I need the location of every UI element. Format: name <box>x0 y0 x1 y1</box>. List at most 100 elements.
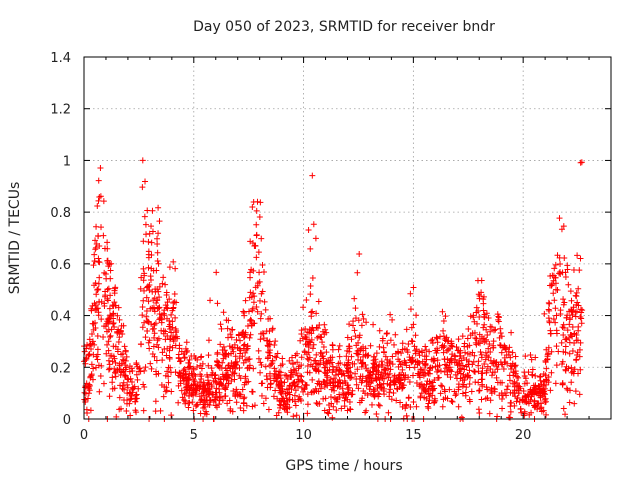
data-point <box>333 398 340 405</box>
data-point <box>85 395 92 402</box>
data-point <box>497 379 504 386</box>
data-point <box>265 354 272 361</box>
data-point <box>314 325 321 332</box>
data-point <box>426 365 433 372</box>
data-point <box>177 380 184 387</box>
data-point <box>353 375 360 382</box>
data-point <box>95 362 102 369</box>
data-point <box>408 324 415 331</box>
data-point <box>104 295 111 302</box>
data-point <box>493 374 500 381</box>
data-point <box>147 360 154 367</box>
data-point <box>242 349 249 356</box>
data-point <box>139 157 146 164</box>
data-point <box>331 375 338 382</box>
data-point <box>466 381 473 388</box>
data-point <box>503 392 510 399</box>
data-point <box>309 172 316 179</box>
data-point <box>498 361 505 368</box>
data-point <box>379 384 386 391</box>
data-point <box>182 384 189 391</box>
data-point <box>237 405 244 412</box>
data-point <box>283 395 290 402</box>
data-point <box>341 403 348 410</box>
data-point <box>532 382 539 389</box>
data-point <box>315 368 322 375</box>
data-point <box>397 399 404 406</box>
data-point <box>295 365 302 372</box>
data-point <box>517 385 524 392</box>
data-point <box>284 397 291 404</box>
data-point <box>257 369 264 376</box>
data-point <box>140 238 147 245</box>
data-point <box>103 275 110 282</box>
data-point <box>310 327 317 334</box>
data-point <box>148 223 155 230</box>
data-point <box>194 401 201 408</box>
data-point <box>267 315 274 322</box>
data-point <box>338 405 345 412</box>
data-point <box>153 300 160 307</box>
data-point <box>478 289 485 296</box>
data-point <box>433 349 440 356</box>
data-point <box>262 363 269 370</box>
data-point <box>509 349 516 356</box>
data-point <box>413 312 420 319</box>
data-point <box>552 319 559 326</box>
data-point <box>362 361 369 368</box>
data-point <box>217 393 224 400</box>
data-point <box>249 403 256 410</box>
data-point <box>152 320 159 327</box>
data-point <box>137 285 144 292</box>
data-point <box>119 385 126 392</box>
data-point <box>144 328 151 335</box>
data-point <box>475 307 482 314</box>
data-point <box>323 349 330 356</box>
data-point <box>224 400 231 407</box>
data-point <box>276 372 283 379</box>
data-point <box>358 322 365 329</box>
data-point <box>151 330 158 337</box>
data-point <box>423 347 430 354</box>
data-point <box>184 347 191 354</box>
data-point <box>231 370 238 377</box>
data-point <box>142 364 149 371</box>
data-point <box>345 357 352 364</box>
data-point <box>418 390 425 397</box>
data-point <box>552 274 559 281</box>
data-point <box>309 345 316 352</box>
data-point <box>406 364 413 371</box>
data-point <box>393 385 400 392</box>
data-point <box>485 345 492 352</box>
data-point <box>151 353 158 360</box>
data-point <box>545 306 552 313</box>
data-point <box>297 372 304 379</box>
data-point <box>90 326 97 333</box>
data-point <box>240 407 247 414</box>
data-point <box>569 348 576 355</box>
data-point <box>148 251 155 258</box>
data-point <box>557 307 564 314</box>
data-point <box>162 281 169 288</box>
data-point <box>233 399 240 406</box>
data-point <box>136 365 143 372</box>
data-point <box>406 354 413 361</box>
data-point <box>180 350 187 357</box>
data-point <box>87 373 94 380</box>
data-point <box>398 350 405 357</box>
data-point <box>181 391 188 398</box>
data-point <box>277 389 284 396</box>
data-point <box>172 265 179 272</box>
data-point <box>479 365 486 372</box>
axis-ticks <box>83 56 611 420</box>
data-point <box>550 290 557 297</box>
data-point <box>250 290 257 297</box>
data-point <box>123 408 130 415</box>
data-point <box>376 343 383 350</box>
data-point <box>434 375 441 382</box>
data-point <box>267 381 274 388</box>
data-point <box>487 357 494 364</box>
data-point <box>247 274 254 281</box>
data-point <box>376 381 383 388</box>
data-point <box>100 380 107 387</box>
